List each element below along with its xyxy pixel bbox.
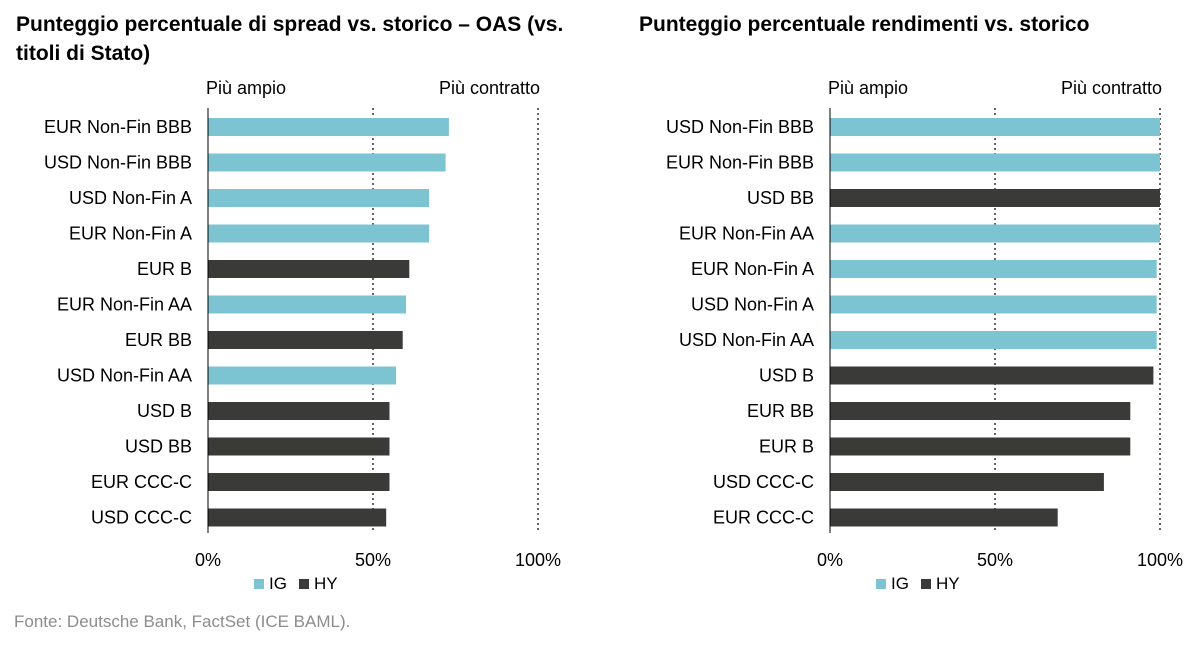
right-legend: IG HY — [876, 574, 968, 594]
category-label: USD B — [759, 366, 814, 386]
annotation-left: Più ampio — [206, 78, 286, 98]
legend-item-hy: HY — [298, 574, 338, 594]
x-tick-label: 100% — [1137, 550, 1183, 570]
bar-ig — [208, 189, 430, 207]
bar-hy — [830, 189, 1160, 207]
bar-ig — [830, 331, 1157, 349]
category-label: USD Non-Fin BBB — [666, 117, 814, 137]
bar-ig — [830, 153, 1160, 172]
x-tick-label: 50% — [977, 550, 1013, 570]
bar-ig — [830, 224, 1160, 243]
bar-ig — [208, 366, 397, 385]
left-legend: IG HY — [254, 574, 346, 594]
x-tick-label: 50% — [355, 550, 391, 570]
category-label: USD BB — [747, 188, 814, 208]
left-chart-title: Punteggio percentuale di spread vs. stor… — [16, 13, 564, 65]
category-label: EUR B — [137, 259, 192, 279]
legend-ig-label: IG — [269, 574, 287, 593]
source-note: Fonte: Deutsche Bank, FactSet (ICE BAML)… — [14, 612, 351, 631]
category-label: EUR BB — [125, 330, 192, 350]
bar-hy — [830, 473, 1104, 491]
category-label: EUR Non-Fin BBB — [666, 153, 814, 173]
bar-ig — [208, 224, 430, 243]
category-label: EUR CCC-C — [91, 472, 192, 492]
category-label: EUR B — [759, 437, 814, 457]
legend-hy-label: HY — [935, 574, 960, 593]
legend-item-ig: IG — [254, 574, 287, 594]
annotation-left: Più ampio — [828, 78, 908, 98]
bar-hy — [208, 260, 410, 278]
bar-ig — [830, 260, 1157, 278]
bar-hy — [208, 473, 390, 491]
bar-hy — [830, 437, 1131, 456]
right-chart: Più ampio Più contratto USD Non-Fin BBB EUR… — [666, 78, 1183, 570]
bar-ig — [208, 118, 449, 136]
bar-ig — [208, 295, 406, 314]
bar-hy — [830, 508, 1058, 527]
category-label: USD B — [137, 401, 192, 421]
right-chart-panel: Punteggio percentuale rendimenti vs. sto… — [620, 0, 1199, 610]
category-label: EUR BB — [747, 401, 814, 421]
category-label: USD CCC-C — [91, 508, 192, 528]
left-chart: Più ampio Più contratto EUR Non-Fin BBB USD… — [44, 78, 561, 570]
bar-hy — [830, 366, 1154, 385]
x-tick-label: 100% — [515, 550, 561, 570]
hy-swatch — [920, 579, 931, 589]
bar-ig — [830, 118, 1160, 136]
right-chart-title: Punteggio percentuale rendimenti vs. sto… — [639, 13, 1090, 36]
bar-ig — [830, 295, 1157, 314]
x-tick-label: 0% — [817, 550, 843, 570]
bar-hy — [208, 437, 390, 456]
x-tick-label: 0% — [195, 550, 221, 570]
category-label: EUR Non-Fin A — [69, 224, 192, 244]
bar-hy — [830, 402, 1131, 420]
legend-ig-label: IG — [891, 574, 909, 593]
legend-item-ig: IG — [876, 574, 909, 594]
category-label: USD CCC-C — [713, 472, 814, 492]
category-label: USD Non-Fin BBB — [44, 153, 192, 173]
category-label: USD Non-Fin A — [69, 188, 192, 208]
category-label: EUR Non-Fin BBB — [44, 117, 192, 137]
left-chart-panel: Punteggio percentuale di spread vs. stor… — [0, 0, 600, 610]
category-label: USD Non-Fin AA — [57, 366, 192, 386]
ig-swatch — [254, 579, 264, 589]
category-label: USD Non-Fin A — [691, 295, 814, 315]
legend-item-hy: HY — [920, 574, 960, 594]
bar-hy — [208, 402, 390, 420]
annotation-right: Più contratto — [439, 78, 540, 98]
legend-hy-label: HY — [313, 574, 338, 593]
category-label: EUR Non-Fin AA — [57, 295, 192, 315]
bar-hy — [208, 331, 403, 349]
annotation-right: Più contratto — [1061, 78, 1162, 98]
category-label: EUR CCC-C — [713, 508, 814, 528]
bar-hy — [208, 508, 387, 527]
category-label: EUR Non-Fin AA — [679, 224, 814, 244]
category-label: USD BB — [125, 437, 192, 457]
hy-swatch — [298, 579, 309, 589]
category-label: USD Non-Fin AA — [679, 330, 814, 350]
bar-ig — [208, 153, 446, 172]
category-label: EUR Non-Fin A — [691, 259, 814, 279]
ig-swatch — [876, 579, 886, 589]
